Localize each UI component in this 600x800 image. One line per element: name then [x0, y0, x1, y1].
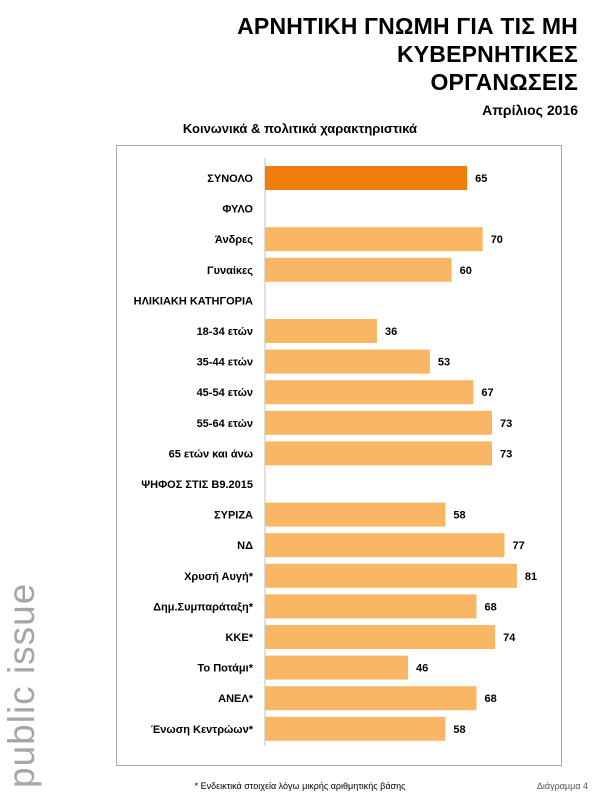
- data-label: 58: [453, 510, 465, 522]
- bar: [265, 502, 446, 527]
- bar: [265, 563, 517, 588]
- bar: [265, 655, 409, 680]
- bar: [265, 349, 430, 374]
- category-label: ΣΥΝΟΛΟ: [207, 173, 253, 185]
- bar: [265, 594, 477, 619]
- data-label: 60: [460, 265, 472, 277]
- header: ΑΡΝΗΤΙΚΗ ΓΝΩΜΗ ΓΙΑ ΤΙΣ ΜΗ ΚΥΒΕΡΝΗΤΙΚΕΣ Ο…: [58, 12, 578, 118]
- chart-frame: ΣΥΝΟΛΟ 65 ΦΥΛΟ Άνδρες 70 Γυναίκες 60 ΗΛΙΚΙΑΚΗ Κ…: [116, 145, 562, 766]
- data-label: 65: [475, 173, 487, 185]
- footnote: * Ενδεικτικά στοιχεία λόγω μικρής αριθμη…: [194, 781, 406, 791]
- bar: [265, 410, 493, 435]
- data-label: 46: [416, 663, 428, 675]
- data-label: 73: [500, 448, 512, 460]
- survey-date: Απρίλιος 2016: [482, 102, 578, 118]
- bar: [265, 686, 477, 711]
- data-label: 74: [503, 632, 516, 644]
- category-label: ΚΚΕ*: [225, 632, 253, 644]
- category-label: Χρυσή Αυγή*: [184, 571, 254, 583]
- bar: [265, 319, 377, 343]
- brand-logo-text: public issue: [1, 583, 42, 788]
- category-label: 35-44 ετών: [197, 357, 253, 369]
- bar-chart: ΣΥΝΟΛΟ 65 ΦΥΛΟ Άνδρες 70 Γυναίκες 60 ΗΛΙΚΙΑΚΗ Κ…: [134, 158, 537, 746]
- bar: [265, 257, 452, 282]
- category-label: ΑΝΕΛ*: [218, 693, 254, 705]
- bar: [265, 441, 493, 466]
- category-label: ΣΥΡΙΖΑ: [214, 510, 253, 522]
- bar: [265, 716, 446, 741]
- category-label: Άνδρες: [215, 234, 253, 246]
- bar: [265, 380, 474, 405]
- data-label: 67: [481, 387, 493, 399]
- bar: [265, 625, 496, 649]
- data-label: 68: [484, 693, 496, 705]
- page-title-line-1: ΑΡΝΗΤΙΚΗ ΓΝΩΜΗ ΓΙΑ ΤΙΣ ΜΗ ΚΥΒΕΡΝΗΤΙΚΕΣ: [237, 13, 578, 67]
- data-label: 73: [500, 418, 512, 430]
- category-label: 18-34 ετών: [197, 326, 253, 338]
- category-label: ΝΔ: [237, 540, 253, 552]
- category-label: ΦΥΛΟ: [222, 204, 253, 216]
- category-label: Γυναίκες: [207, 265, 253, 277]
- chart-title: Κοινωνικά & πολιτικά χαρακτηριστικά: [182, 121, 418, 136]
- diagram-number: Διάγραμμα 4: [536, 781, 588, 791]
- bar: [265, 227, 483, 252]
- category-label: 65 ετών και άνω: [169, 448, 253, 460]
- data-label: 81: [525, 571, 537, 583]
- category-label: 45-54 ετών: [197, 387, 253, 399]
- category-label: 55-64 ετών: [197, 418, 253, 430]
- page-title-line-2: ΟΡΓΑΝΩΣΕΙΣ: [430, 69, 578, 95]
- data-label: 53: [438, 357, 450, 369]
- category-label: Ένωση Κεντρώων*: [151, 724, 254, 736]
- category-label: Το Ποτάμι*: [198, 663, 254, 675]
- category-label: ΨΗΦΟΣ ΣΤΙΣ Β9.2015: [141, 479, 253, 491]
- bar: [265, 166, 468, 190]
- data-label: 58: [453, 724, 465, 736]
- brand-logo: public issue: [1, 583, 42, 788]
- category-label: Δημ.Συμπαράταξη*: [153, 601, 254, 613]
- bar: [265, 533, 505, 558]
- category-label: ΗΛΙΚΙΑΚΗ ΚΑΤΗΓΟΡΙΑ: [134, 295, 253, 307]
- data-label: 36: [385, 326, 397, 338]
- data-label: 77: [512, 540, 524, 552]
- data-label: 68: [484, 601, 496, 613]
- data-label: 70: [491, 234, 503, 246]
